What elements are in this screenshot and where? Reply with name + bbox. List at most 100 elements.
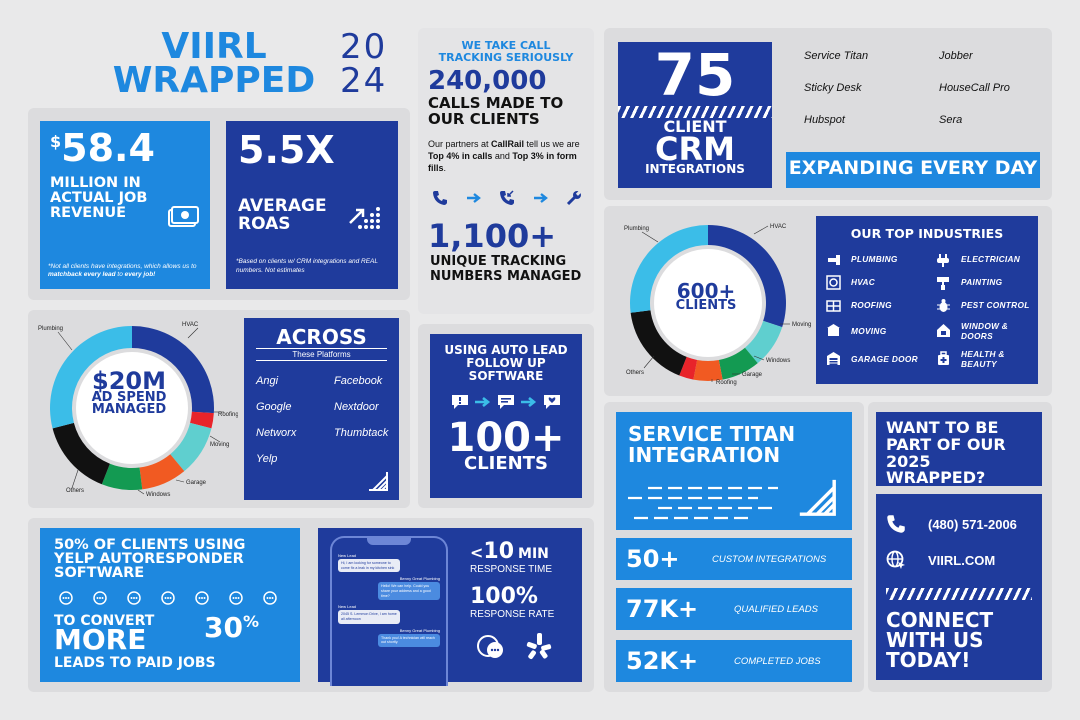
industry-label: HEALTH & BEAUTY [961, 348, 1005, 369]
partner-mid: tell us we are [524, 138, 580, 149]
painting-icon [936, 275, 951, 290]
revenue-note-mid: to [115, 270, 125, 278]
revenue-note-bold2: every job! [124, 270, 156, 278]
st-stat-row: 52K+ COMPLETED JOBS [616, 640, 852, 682]
dollar-sign: $ [50, 132, 62, 151]
st-stat-label: COMPLETED JOBS [734, 655, 821, 667]
industry-item: WINDOW & DOORS [936, 321, 1042, 341]
wrench-icon [566, 190, 582, 206]
partner-b2: Top 4% in calls [428, 150, 493, 161]
phone-notch [367, 538, 411, 545]
year-bottom: 24 [340, 61, 388, 101]
donut-segment-roofing [190, 411, 214, 429]
title-line2: WRAPPED [112, 60, 316, 102]
revenue-note-bold: matchback every lead [48, 270, 116, 278]
chat-sender: Benny Great Plumbing [399, 576, 440, 582]
across-platform: Yelp [256, 453, 278, 466]
chat-sender: New Lead [338, 553, 357, 558]
donut-hole [76, 352, 188, 464]
revenue-label: MILLION IN ACTUAL JOB REVENUE [50, 174, 148, 222]
servicetitan-tile: SERVICE TITAN INTEGRATION [616, 412, 852, 530]
across-platform: Google [256, 401, 292, 414]
revenue-value: 58.4 [61, 126, 155, 170]
donut-segment-moving [744, 320, 783, 364]
clients-center: 600+ CLIENTS [656, 281, 756, 314]
industries-grid: PLUMBING ELECTRICIAN HVAC PAINTING ROOFING PE… [826, 252, 1029, 369]
crm-stripe [618, 106, 772, 118]
yelp-burst-icon [526, 632, 552, 660]
industry-item: PAINTING [936, 275, 1042, 290]
st-stat-row: 50+ CUSTOM INTEGRATIONS [616, 538, 852, 580]
title-line1: VIIRL [161, 26, 267, 67]
servicetitan-title: SERVICE TITAN INTEGRATION [628, 422, 796, 467]
chat-icon-row [54, 590, 286, 605]
donut-label: Garage [186, 480, 207, 486]
donut-label: Windows [766, 358, 790, 364]
response-time: <10 MIN [470, 539, 574, 564]
electrician-icon [936, 252, 951, 267]
partner-and: and [492, 150, 513, 161]
revenue-tile: $ 58.4 MILLION IN ACTUAL JOB REVENUE *No… [40, 121, 210, 289]
across-platform: Thumbtack [334, 427, 389, 440]
donut-leader-line [641, 231, 659, 243]
response-time-value: 10 [483, 539, 515, 564]
cta-site-link[interactable]: VIIRL.COM [928, 552, 996, 568]
chat-bubble: 2045 S. Lemmon Drive, I am home all afte… [338, 610, 400, 624]
donut-label: Plumbing [38, 326, 63, 332]
industry-item: GARAGE DOOR [826, 349, 936, 369]
industry-item: PLUMBING [826, 252, 936, 267]
crm-tile: 75 CLIENT CRM INTEGRATIONS [618, 42, 772, 188]
yelp-tile: 50% OF CLIENTS USING YELP AUTORESPONDER … [40, 528, 300, 682]
phone-icon [432, 190, 448, 206]
industries-tile: OUR TOP INDUSTRIES PLUMBING ELECTRICIAN HV… [816, 216, 1038, 384]
arrow-right-icon [521, 396, 537, 407]
roas-tile: 5.5x AVERAGE ROAS *Based on clients w/ C… [226, 121, 398, 289]
donut-label: Plumbing [624, 226, 649, 232]
chat-icon [194, 590, 210, 605]
crm-platform-list: Service Titan Jobber Sticky Desk HouseCa… [804, 50, 1044, 126]
industry-label: PLUMBING [851, 254, 898, 264]
autolead-flow-icons [430, 394, 582, 410]
call-flow-icons [432, 190, 582, 206]
growth-icon [348, 205, 382, 235]
health-icon [936, 351, 951, 366]
cta-connect: CONNECT WITH US TODAY! [886, 608, 994, 672]
donut-leader-line [137, 489, 145, 495]
clients-center-label: CLIENTS [675, 298, 737, 314]
across-title: ACROSS [276, 325, 367, 349]
chat-thread: New Lead Hi, I am looking for someone to … [332, 545, 446, 651]
response-time-unit: MIN [518, 546, 549, 562]
brand-mark-icon [796, 476, 838, 518]
alert-message-icon [451, 394, 469, 410]
donut-segment-windows [101, 463, 143, 490]
cta-phone-link[interactable]: (480) 571-2006 [928, 516, 1017, 532]
speed-lines [628, 484, 778, 524]
phone-mockup: New Lead Hi, I am looking for someone to … [330, 536, 448, 686]
donut-leader-line [753, 355, 765, 361]
chat-icon [126, 590, 142, 605]
garage-icon [826, 351, 841, 366]
industries-title: OUR TOP INDUSTRIES [850, 226, 1004, 241]
autolead-card: USING AUTO LEAD FOLLOW UP SOFTWARE 100+ … [418, 324, 594, 508]
brand-mark-icon [367, 470, 389, 492]
response-time-label: RESPONSE TIME [470, 564, 553, 576]
donut-label: Roofing [218, 412, 238, 418]
donut-label: HVAC [182, 322, 199, 328]
donut-segment-windows [718, 347, 758, 380]
crm-card: 75 CLIENT CRM INTEGRATIONS Service Titan… [604, 28, 1052, 200]
across-tile: ACROSS These Platforms Angi Facebook Goo… [244, 318, 399, 500]
cta-contact-tile: (480) 571-2006 VIIRL.COM CONNECT WITH US… [876, 494, 1042, 680]
donut-segment-hvac [132, 326, 214, 414]
donut-segment-garage [139, 454, 185, 490]
donut-segment-hvac [708, 225, 786, 328]
donut-segment-roofing [679, 356, 698, 380]
roofing-icon [826, 298, 841, 313]
clients-donut-chart: Plumbing HVAC Moving Windows Garage Roofing Ot… [624, 224, 811, 386]
crm-label-3: INTEGRATIONS [645, 162, 745, 177]
st-stat-label: QUALIFIED LEADS [734, 603, 818, 615]
st-stat-value: 77K+ [626, 594, 699, 623]
donut-leader-line [175, 479, 185, 483]
across-platform: Angi [256, 375, 279, 388]
arrow-right-icon [475, 396, 491, 407]
calls-label: CALLS MADE TO OUR CLIENTS [428, 94, 564, 128]
